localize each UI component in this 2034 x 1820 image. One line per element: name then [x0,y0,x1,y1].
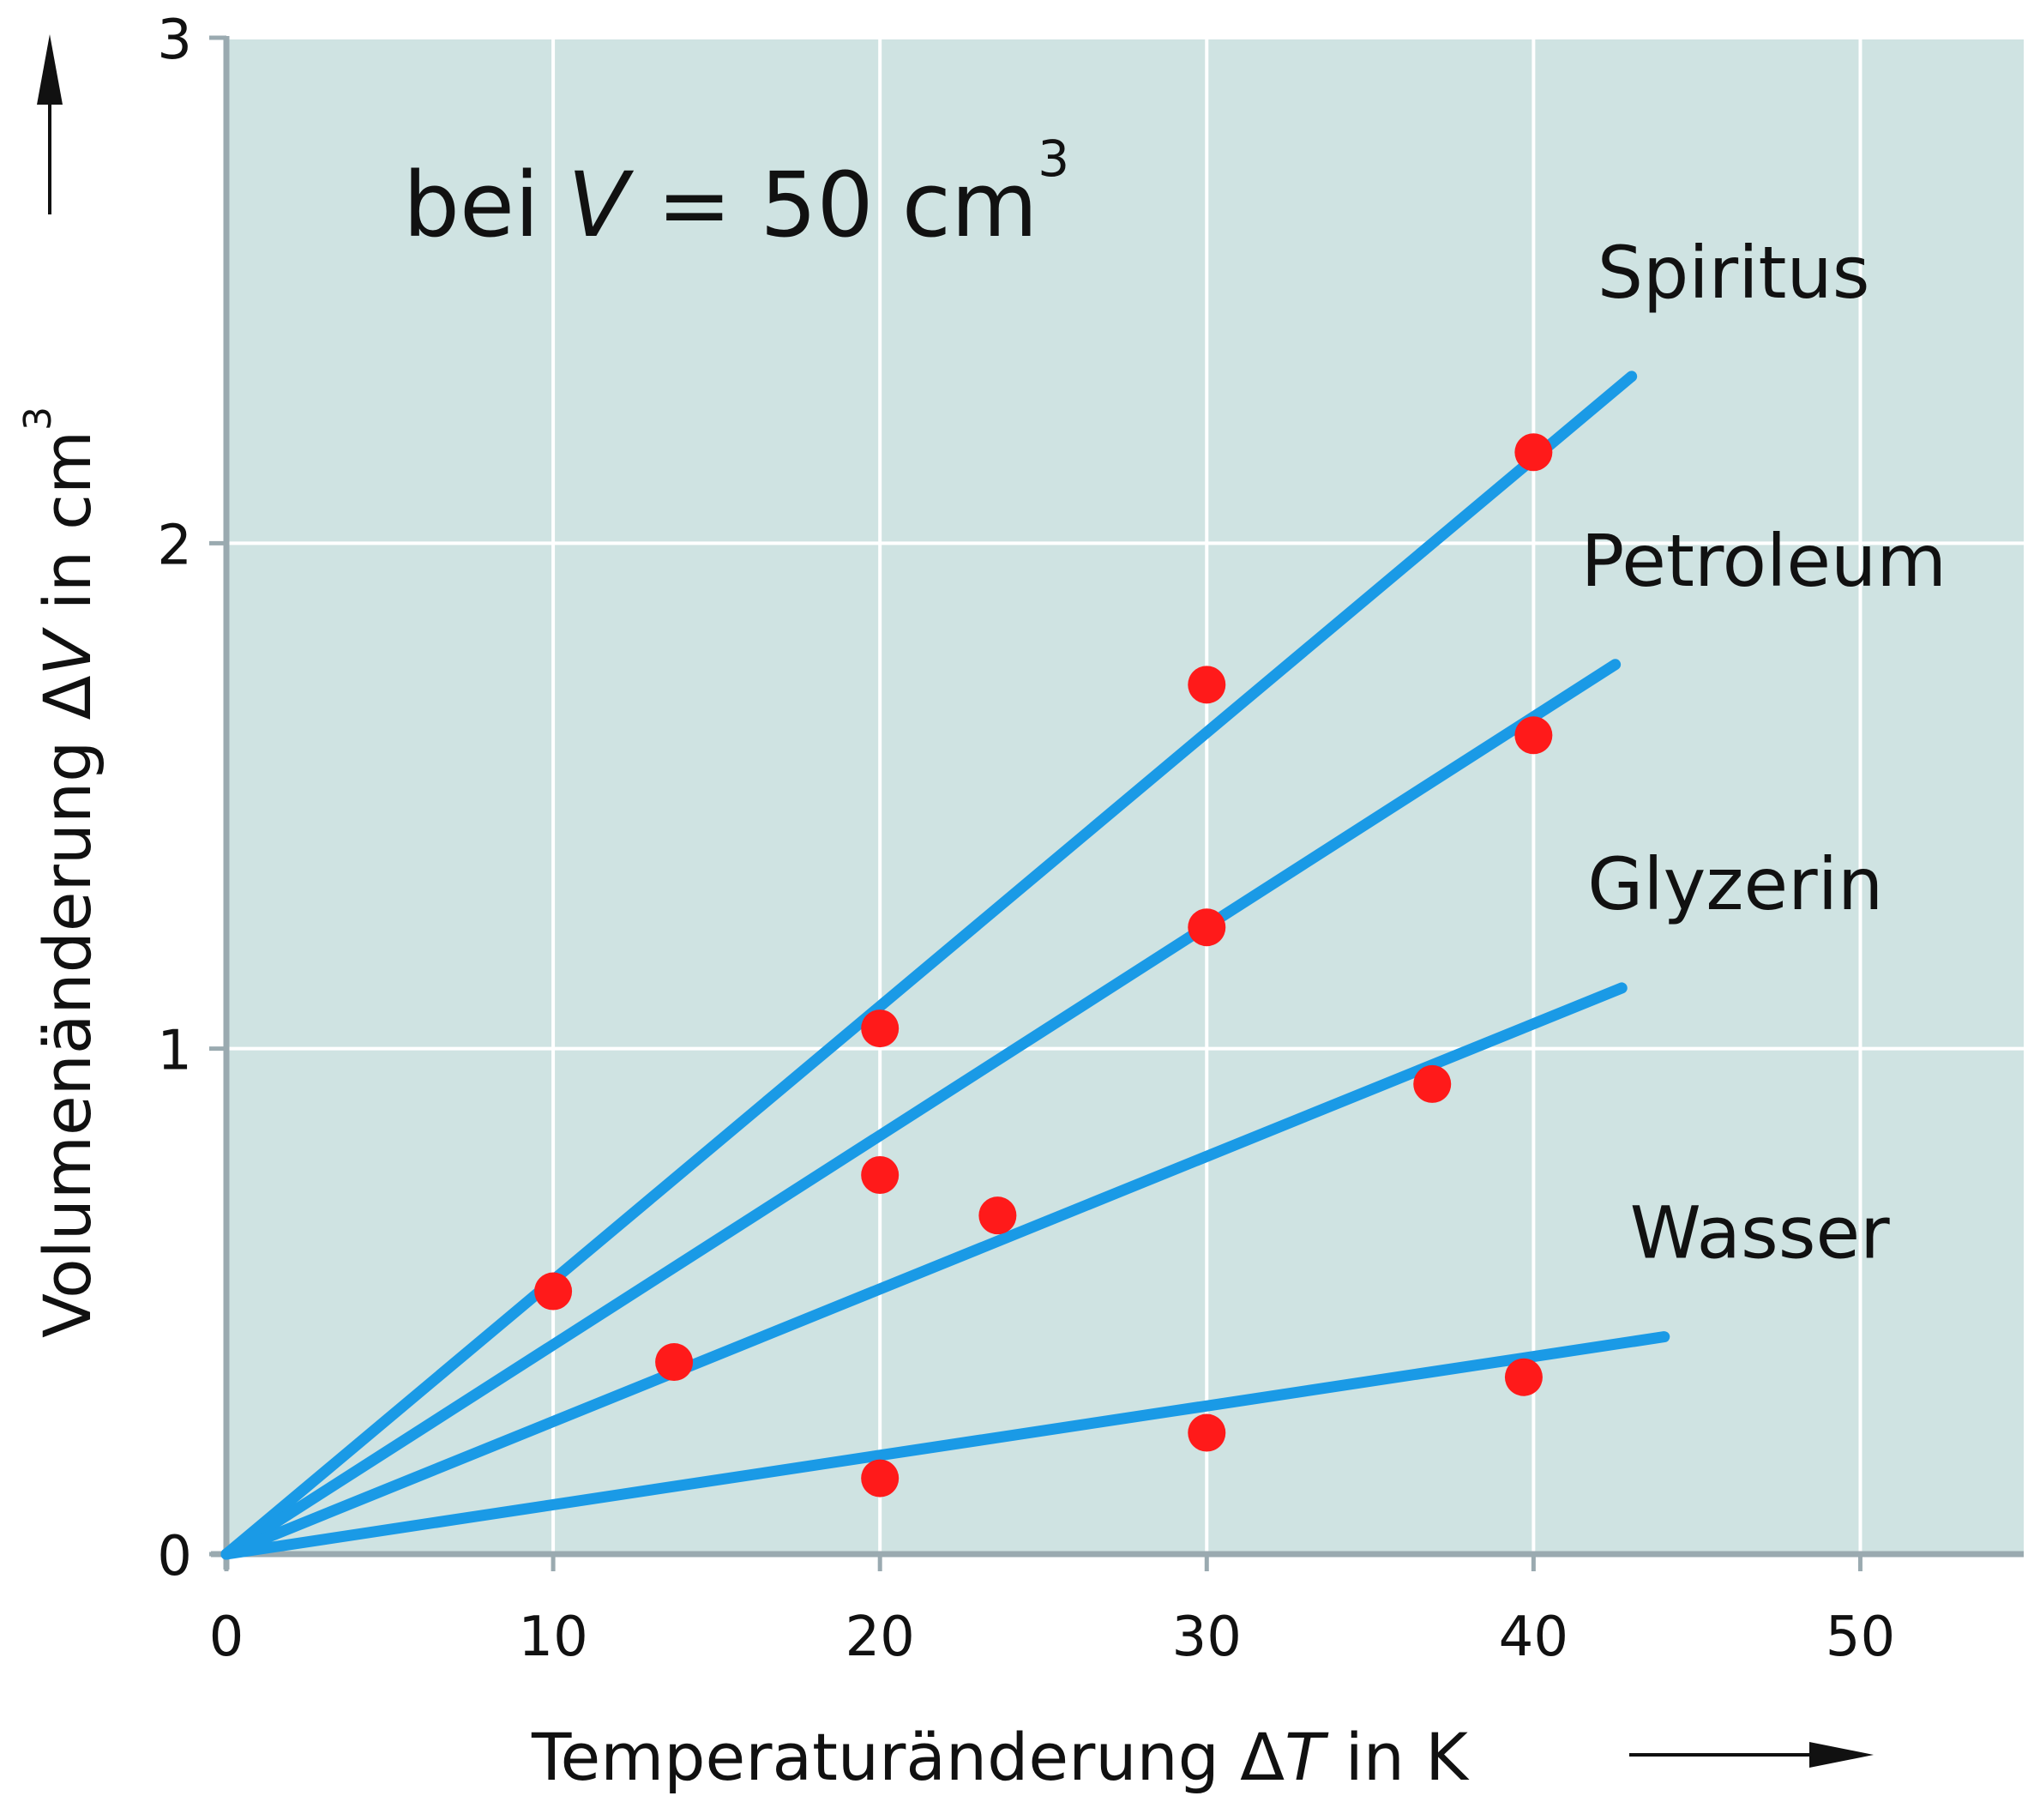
grid [226,36,2024,1554]
annotation-prefix: bei [403,153,568,257]
y-axis-title: Volumenänderung ΔV in cm3 [16,407,105,1338]
y-tick-label: 3 [157,9,192,72]
x-tick-label: 40 [1499,1606,1568,1669]
series-label-petroleum: Petroleum [1581,519,1947,603]
x-tick-label: 0 [209,1606,244,1669]
annotation-superscript: 3 [1038,130,1069,188]
data-point-spiritus [1514,433,1553,472]
x-tick-label: 20 [845,1606,914,1669]
data-point-spiritus [861,1009,900,1048]
x-tick-label: 10 [518,1606,587,1669]
annotation-variable: V [568,153,635,257]
data-point-wasser [1504,1358,1543,1396]
fit-line-spiritus [220,371,1638,1560]
y-axis-title-group: Volumenänderung ΔV in cm3 [16,407,105,1338]
x-tick-label: 30 [1172,1606,1242,1669]
x-axis-arrowhead [1809,1742,1874,1768]
data-point-petroleum [861,1156,900,1194]
x-axis-title-unit: in K [1325,1719,1471,1795]
data-points [534,433,1553,1498]
data-point-wasser [861,1459,900,1498]
x-axis-title-delta: Δ [1240,1719,1285,1795]
data-point-spiritus [534,1272,573,1311]
y-axis-title-unit: in cm [29,431,105,630]
fit-line-wasser [220,1331,1670,1560]
data-point-petroleum [1188,908,1226,947]
x-axis-title-text: Temperaturänderung [531,1719,1240,1795]
y-axis-title-variable: V [29,626,105,675]
y-tick-label: 2 [157,514,192,577]
data-point-glyzerin [1413,1064,1452,1103]
fit-line-petroleum [220,659,1622,1560]
data-point-glyzerin [655,1343,694,1382]
series-label-spiritus: Spiritus [1598,231,1870,315]
y-axis-title-delta: Δ [29,675,105,720]
fit-lines [220,371,1670,1560]
data-point-glyzerin [978,1196,1017,1235]
annotation: bei V = 50 cm3 [403,130,1069,257]
y-tick-label: 1 [157,1020,192,1083]
y-axis-arrowhead [37,34,63,105]
x-tick-label: 50 [1826,1606,1895,1669]
labels: Spiritus Petroleum Glyzerin Wasser bei V = 5… [16,34,1947,1795]
y-tick-label: 0 [157,1525,192,1588]
annotation-value: = 50 cm [629,153,1038,257]
x-axis-title-variable: T [1285,1719,1329,1795]
axes: 0 10 20 30 40 50 0 1 2 3 [157,9,2024,1669]
data-point-spiritus [1188,666,1226,704]
y-axis-title-superscript: 3 [16,407,60,431]
data-point-petroleum [1514,716,1553,755]
data-point-wasser [1188,1413,1226,1452]
series-label-wasser: Wasser [1630,1191,1890,1275]
fit-line-glyzerin [220,982,1628,1560]
x-axis-title: Temperaturänderung ΔT in K [531,1719,1470,1795]
series-label-glyzerin: Glyzerin [1587,842,1883,926]
y-axis-title-text: Volumenänderung [29,720,105,1338]
